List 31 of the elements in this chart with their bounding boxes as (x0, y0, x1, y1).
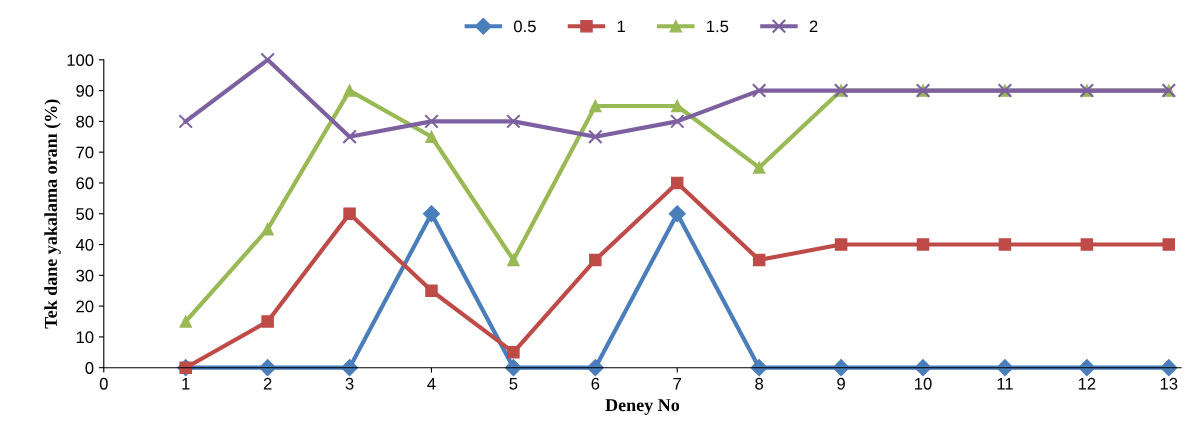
y-tick-label: 30 (76, 269, 94, 282)
x-tick-label: 10 (915, 377, 932, 390)
x-tick-label: 0 (99, 377, 108, 390)
x-tick-label: 9 (837, 377, 845, 390)
x-tick-label: 2 (263, 377, 272, 390)
x-axis-title: Deney No (605, 399, 680, 415)
x-tick-label: 12 (1078, 377, 1096, 390)
x-tick-label: 5 (509, 378, 518, 390)
y-tick-label: 90 (76, 84, 94, 97)
legend-label: 1.5 (707, 20, 729, 33)
legend-label: 1 (617, 20, 625, 33)
y-tick-label: 0 (85, 362, 94, 374)
x-tick-label: 11 (997, 378, 1013, 390)
y-tick-label: 20 (76, 300, 94, 313)
x-tick-label: 7 (673, 378, 682, 390)
x-tick-label: 1 (182, 378, 190, 390)
legend-label: 0.5 (513, 20, 536, 33)
y-axis-title: Tek dane yakalama oranı (%) (44, 99, 61, 329)
y-tick-label: 40 (75, 238, 94, 251)
x-tick-label: 13 (1160, 377, 1178, 390)
x-tick-label: 3 (345, 377, 354, 390)
x-tick-label: 6 (591, 377, 600, 390)
legend-label: 2 (809, 20, 818, 33)
y-tick-label: 10 (76, 331, 94, 344)
x-tick-label: 8 (755, 377, 764, 390)
y-tick-label: 60 (76, 177, 94, 190)
y-tick-label: 70 (76, 146, 94, 159)
y-tick-label: 80 (76, 115, 94, 128)
y-tick-label: 50 (76, 208, 94, 220)
x-tick-label: 4 (427, 378, 436, 390)
y-tick-label: 100 (67, 54, 94, 67)
